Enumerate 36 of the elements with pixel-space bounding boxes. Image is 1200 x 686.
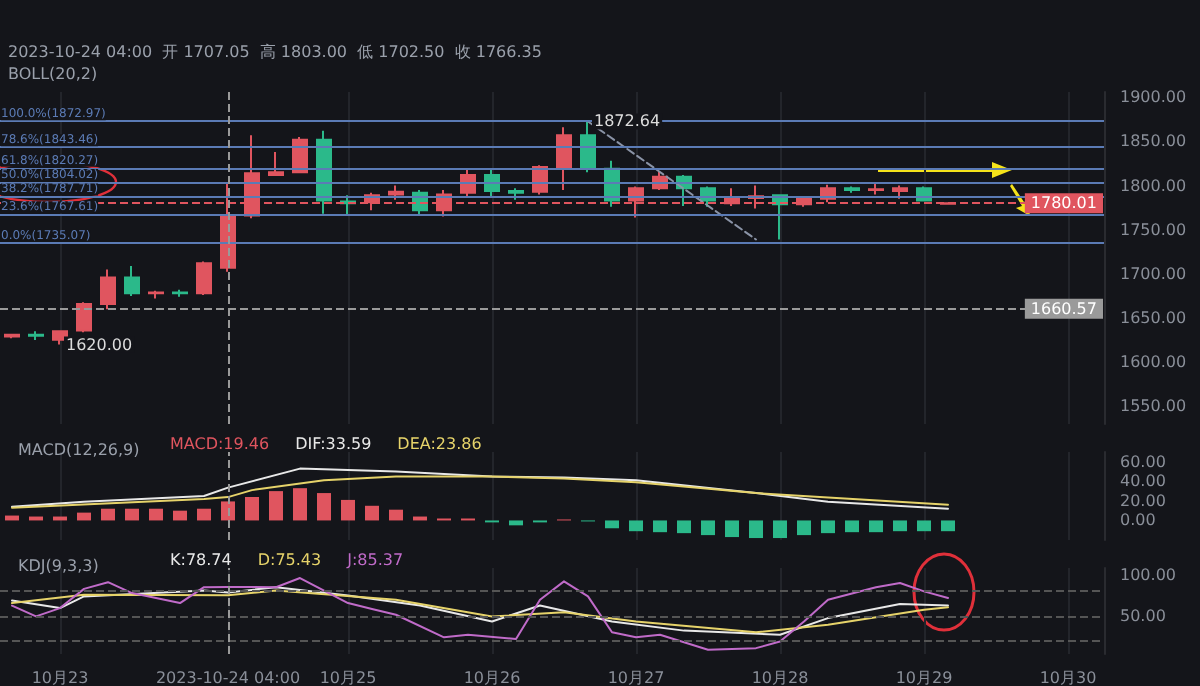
y-tick-label: 100.00 (1120, 565, 1176, 584)
annotation: 1620.00 (66, 335, 133, 354)
y-tick-label: 1900.00 (1120, 88, 1187, 107)
text: MACD:19.46 (170, 435, 270, 453)
series-label: D:75.43 (257, 551, 322, 569)
y-tick-label: 1850.00 (1120, 132, 1187, 151)
y-tick-label: 1750.00 (1120, 220, 1187, 239)
y-tick-label: 1650.00 (1120, 309, 1187, 328)
ref-line-label: 1780.01 (1030, 194, 1097, 213)
y-tick-label: 1800.00 (1120, 176, 1187, 195)
x-tick-label: 10月30 (1039, 669, 1097, 686)
x-tick-label: 10月23 (31, 669, 89, 686)
chart-subtitle: 2023-10-24 04:00 开 1707.05 高 1803.00 低 1702.50 收 1766.35 (8, 43, 542, 61)
series-label: DIF:33.59 (295, 435, 372, 453)
y-tick-label: 40.00 (1120, 472, 1166, 491)
y-tick-label: 1600.00 (1120, 353, 1187, 372)
series-label: DEA:23.86 (397, 435, 482, 453)
series-label: J:85.37 (345, 551, 404, 569)
y-tick-label: 1550.00 (1120, 397, 1187, 416)
annotation: 1872.64 (594, 112, 661, 131)
ref-line-label: 1660.57 (1030, 299, 1097, 318)
chart-title: KDJ(9,3,3) (18, 557, 99, 575)
x-tick-label: 10月28 (751, 669, 809, 686)
text: BOLL(20,2) (8, 65, 98, 83)
x-tick-label: 2023-10-24 04:00 (155, 669, 301, 686)
y-tick-label: 20.00 (1120, 491, 1166, 510)
series-label: K:78.74 (170, 551, 232, 569)
y-tick-label: 1700.00 (1120, 264, 1187, 283)
y-tick-label: 0.00 (1120, 511, 1156, 530)
x-tick-label: 10月26 (463, 669, 521, 686)
x-tick-label: 10月27 (607, 669, 665, 686)
y-tick-label: 50.00 (1120, 607, 1166, 626)
y-tick-label: 60.00 (1120, 452, 1166, 471)
x-tick-label: 10月29 (895, 669, 953, 686)
chart-title: MACD(12,26,9) (18, 441, 140, 459)
x-tick-label: 10月25 (319, 669, 377, 686)
